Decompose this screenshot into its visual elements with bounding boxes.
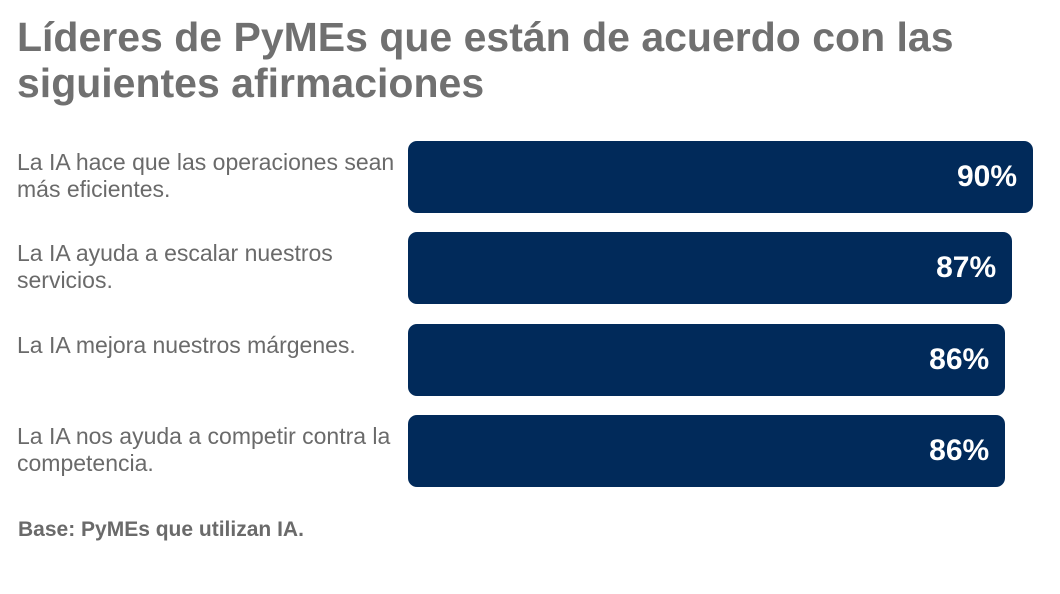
bar: 90% bbox=[408, 141, 1033, 213]
bar-row: La IA nos ayuda a competir contra la com… bbox=[0, 415, 1060, 487]
bar: 87% bbox=[408, 232, 1013, 304]
bar-row: La IA ayuda a escalar nuestros servicios… bbox=[0, 232, 1060, 304]
value-label: 86% bbox=[929, 434, 990, 467]
value-label: 90% bbox=[956, 160, 1017, 193]
chart-title: Líderes de PyMEs que están de acuerdo co… bbox=[17, 14, 954, 106]
category-label: La IA mejora nuestros márgenes. bbox=[17, 332, 356, 358]
bar-row: La IA hace que las operaciones sean más … bbox=[0, 141, 1060, 213]
footnote: Base: PyMEs que utilizan IA. bbox=[18, 518, 304, 541]
bar: 86% bbox=[408, 324, 1006, 396]
bar-row: La IA mejora nuestros márgenes. 86% bbox=[0, 324, 1060, 396]
bar: 86% bbox=[408, 415, 1006, 487]
category-label: La IA ayuda a escalar nuestros servicios… bbox=[17, 240, 333, 293]
category-label: La IA nos ayuda a competir contra la com… bbox=[17, 423, 391, 476]
value-label: 87% bbox=[936, 251, 997, 284]
value-label: 86% bbox=[929, 343, 990, 376]
category-label: La IA hace que las operaciones sean más … bbox=[17, 149, 395, 202]
